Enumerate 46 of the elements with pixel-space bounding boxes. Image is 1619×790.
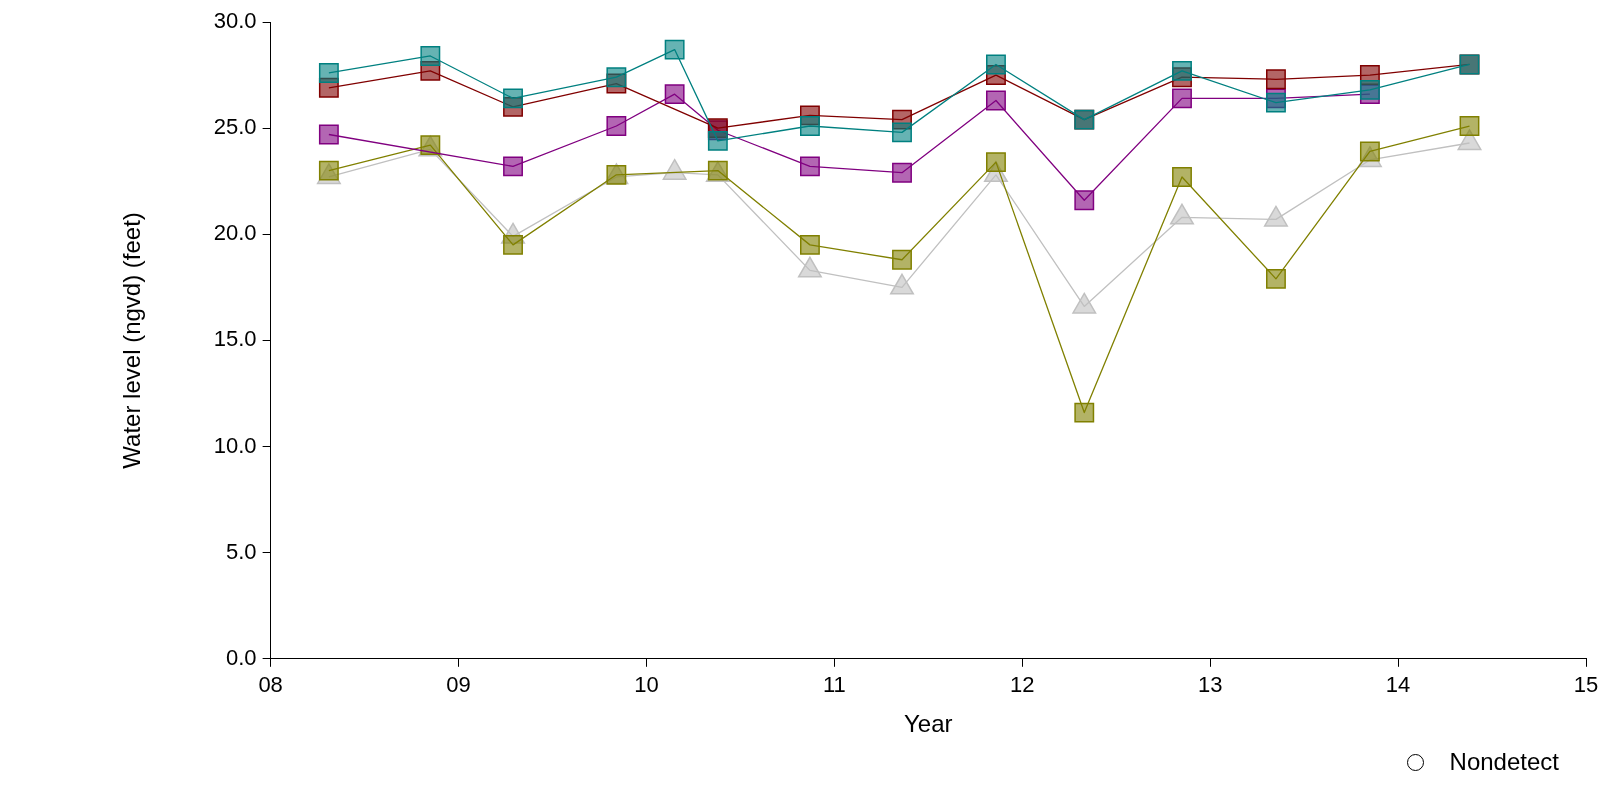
point <box>799 234 820 255</box>
point <box>1172 88 1192 109</box>
point <box>1359 79 1380 100</box>
x-axis-title: Year <box>904 710 953 738</box>
point <box>664 39 685 60</box>
point <box>892 162 912 183</box>
x-tick-label: 15 <box>1573 672 1599 698</box>
y-tick-label: 25.0 <box>213 114 257 140</box>
x-tick-label: 13 <box>1197 672 1223 698</box>
y-tick-label: 10.0 <box>213 432 257 458</box>
y-tick-label: 30.0 <box>213 8 257 34</box>
x-tick-label: 14 <box>1385 672 1411 698</box>
point <box>664 84 685 105</box>
x-tick-label: 08 <box>258 672 283 698</box>
y-tick-label: 20.0 <box>213 220 257 246</box>
y-tick-label: 5.0 <box>226 538 257 564</box>
x-tick-label: 12 <box>1010 672 1035 698</box>
x-tick-label: 09 <box>446 672 471 698</box>
point <box>1266 69 1286 90</box>
point <box>892 249 912 270</box>
point <box>420 46 441 66</box>
point <box>1266 268 1286 289</box>
point <box>503 156 523 177</box>
point <box>606 67 627 88</box>
point <box>503 88 523 109</box>
point <box>503 234 523 255</box>
x-tick-label: 10 <box>634 672 659 698</box>
point <box>1074 402 1095 423</box>
point <box>1459 116 1480 136</box>
point <box>318 124 339 145</box>
point <box>606 116 627 136</box>
point <box>799 116 820 136</box>
point <box>986 90 1006 111</box>
point <box>892 122 912 143</box>
y-axis-title: Water level (ngvd) (feet) <box>118 212 146 469</box>
point <box>1172 60 1192 81</box>
point <box>1074 190 1095 211</box>
point <box>318 63 339 83</box>
y-tick-label: 15.0 <box>213 326 257 352</box>
y-tick-label: 0.0 <box>226 644 257 670</box>
point <box>1172 167 1192 187</box>
text: Nondetect <box>1449 748 1559 776</box>
point <box>986 54 1006 75</box>
point <box>799 156 820 177</box>
point <box>986 152 1006 173</box>
x-tick-label: 11 <box>822 672 846 698</box>
